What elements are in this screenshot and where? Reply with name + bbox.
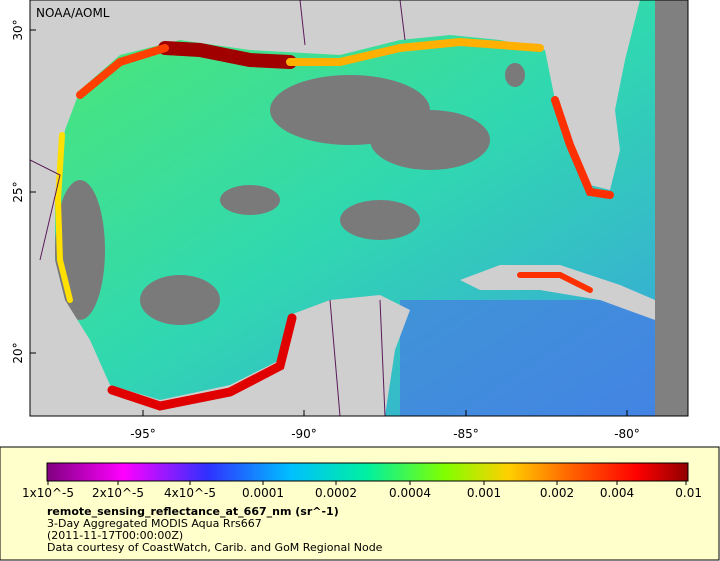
lon-label: -90° xyxy=(291,427,317,441)
colorbar-label: 1x10^-5 xyxy=(22,486,74,500)
colorbar xyxy=(46,462,689,482)
description: 3-Day Aggregated MODIS Aqua Rrs667 xyxy=(47,517,262,530)
caribbean xyxy=(400,300,660,416)
colorbar-label: 0.002 xyxy=(540,486,574,500)
cuba xyxy=(460,265,655,320)
credit: NOAA/AOML xyxy=(36,6,110,20)
lon-label: -80° xyxy=(614,427,640,441)
colorbar-label: 0.0004 xyxy=(389,486,431,500)
borders xyxy=(30,0,406,416)
lat-label: 30° xyxy=(11,19,25,40)
lon-label: -85° xyxy=(453,427,479,441)
no-data-strip xyxy=(655,0,688,416)
time: (2011-11-17T00:00:00Z) xyxy=(47,529,183,542)
land xyxy=(30,0,640,416)
lon-label: -95° xyxy=(130,427,156,441)
colorbar-label: 2x10^-5 xyxy=(92,486,144,500)
colorbar-label: 0.004 xyxy=(600,486,634,500)
lat-label: 20° xyxy=(11,342,25,363)
lat-label: 25° xyxy=(11,181,25,202)
map xyxy=(30,0,688,416)
source: Data courtesy of CoastWatch, Carib. and … xyxy=(47,541,383,554)
variable-name: remote_sensing_reflectance_at_667_nm (sr… xyxy=(47,505,339,518)
colorbar-label: 0.0001 xyxy=(242,486,284,500)
colorbar-label: 0.001 xyxy=(467,486,501,500)
cloud-mask xyxy=(55,63,525,325)
map-frame xyxy=(29,0,689,417)
colorbar-label: 0.0002 xyxy=(315,486,357,500)
colorbar-label: 0.01 xyxy=(675,486,702,500)
colorbar-label: 4x10^-5 xyxy=(164,486,216,500)
coastal-high-values xyxy=(54,37,614,411)
